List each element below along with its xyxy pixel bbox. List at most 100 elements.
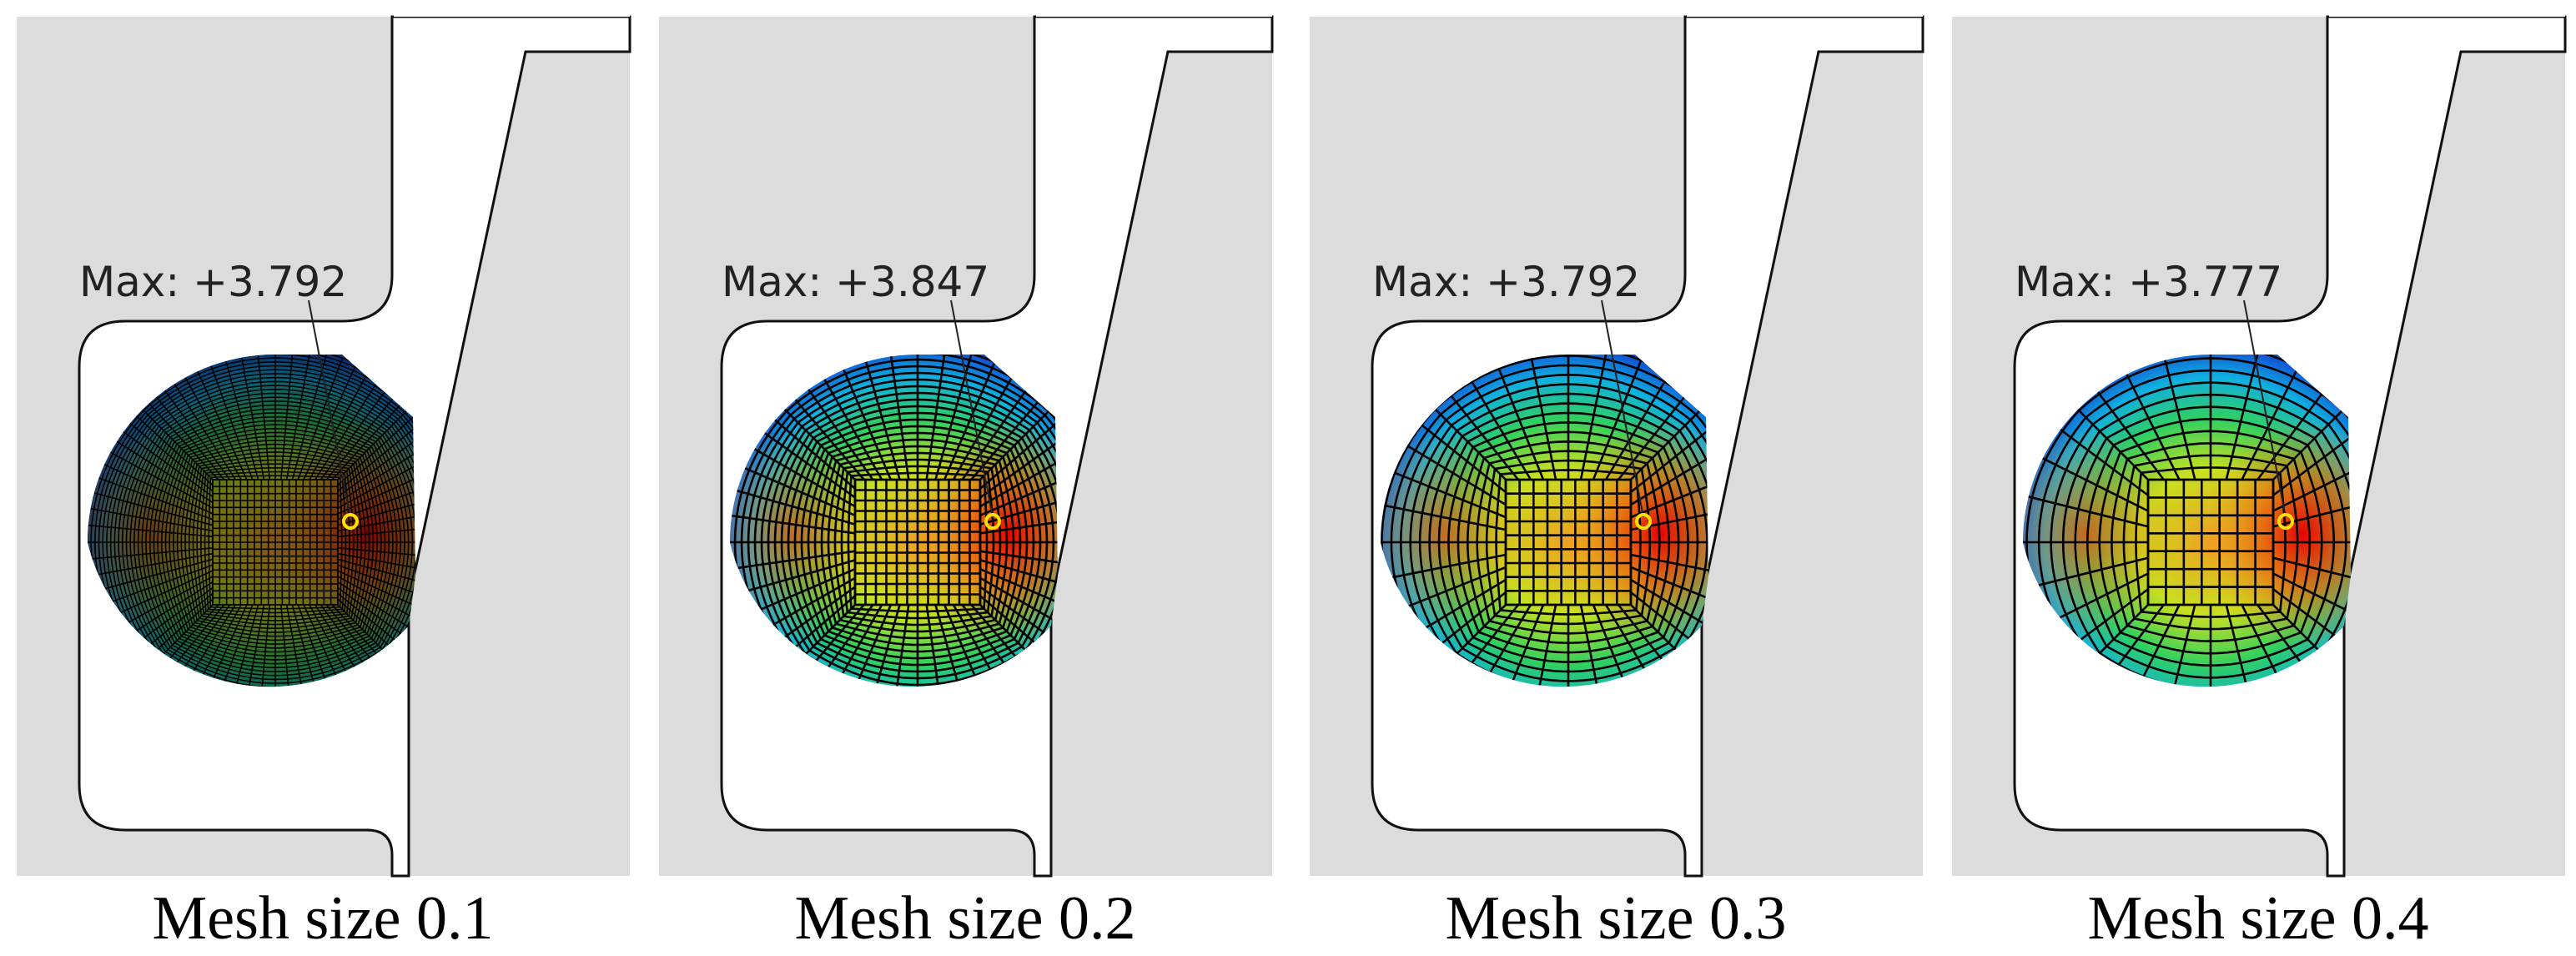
mesh-spoke (1592, 360, 1643, 481)
mesh-spoke (337, 586, 415, 658)
mesh-spoke (730, 550, 856, 571)
mesh-spoke (337, 447, 415, 509)
mesh-spoke (291, 355, 328, 481)
mesh-spoke (863, 355, 901, 481)
mesh-spoke (979, 402, 1058, 481)
mesh-spoke (1630, 468, 1708, 519)
mesh-spoke (979, 567, 1058, 621)
max-label: Max: +3.847 (722, 258, 989, 306)
mesh-spoke (109, 436, 214, 503)
max-label: Max: +3.792 (79, 258, 347, 306)
mesh-spoke (1630, 502, 1708, 531)
mesh-spoke (337, 581, 415, 648)
mesh-spoke (337, 403, 415, 481)
mesh-spoke (303, 604, 357, 687)
mesh-spoke (331, 396, 408, 481)
mesh-spoke (2241, 366, 2300, 481)
leader (950, 299, 994, 518)
mesh-spoke (943, 361, 996, 481)
mesh-spoke (2053, 423, 2149, 496)
max-marker (984, 513, 1001, 530)
mesh-spoke (1466, 373, 1532, 481)
mesh-spoke (297, 357, 344, 481)
mesh-spoke (934, 604, 973, 687)
panel: Max: +3.792 Mesh size 0.3 (1310, 0, 1924, 953)
mesh-spoke (2272, 493, 2351, 528)
mesh-spoke (1386, 468, 1507, 519)
caption: Mesh size 0.4 (2088, 884, 2429, 953)
mesh-spoke (136, 403, 214, 481)
mesh-spoke (888, 355, 910, 481)
mesh-spoke (2272, 556, 2351, 591)
leader (1601, 299, 1644, 518)
mesh-spoke (1604, 373, 1671, 481)
mesh-spoke (116, 426, 214, 498)
mesh-spoke (979, 559, 1058, 597)
mesh-spoke (150, 390, 225, 481)
mesh-spoke (952, 604, 1016, 687)
mesh-spoke (2035, 453, 2149, 512)
mesh-spoke (337, 417, 415, 492)
mesh-spoke (730, 487, 856, 526)
mesh-spoke (1630, 553, 1708, 582)
mesh-spoke (863, 604, 901, 687)
mesh-spoke (337, 474, 415, 521)
mesh-spoke (207, 604, 254, 687)
mesh-spoke (280, 355, 294, 481)
panel: Max: +3.847 Mesh size 0.2 (659, 0, 1274, 953)
mesh-spoke (337, 410, 415, 486)
mesh-spoke (309, 370, 370, 481)
mesh-spoke (730, 513, 856, 535)
mesh-spoke (1528, 604, 1557, 687)
mesh-spoke (1428, 402, 1507, 481)
mesh-spoke (1466, 604, 1532, 687)
top-white (394, 0, 630, 17)
mesh-spoke (1592, 604, 1643, 687)
mesh-spoke (730, 559, 856, 597)
mesh-spoke (1528, 355, 1557, 481)
mesh-spoke (970, 392, 1046, 481)
seal (2023, 355, 2351, 687)
mesh-spoke (925, 604, 947, 687)
mesh-spoke (88, 506, 214, 532)
mesh-spoke (789, 392, 865, 481)
top-white (2329, 0, 2565, 17)
mesh-spoke (90, 474, 214, 521)
mesh-spoke (1579, 355, 1608, 481)
mesh-spoke (1381, 502, 1507, 531)
top-white (1687, 0, 1923, 17)
panel: Max: +3.777 Mesh size 0.4 (1952, 0, 2567, 953)
mesh-spoke (337, 576, 415, 637)
mesh-spoke (2241, 604, 2300, 687)
mesh-spoke (2272, 402, 2351, 481)
mesh-spoke (297, 604, 344, 687)
mesh-spoke (180, 370, 242, 481)
mesh-spoke (129, 410, 214, 486)
mesh-spoke (979, 414, 1058, 490)
mesh-spoke (961, 382, 1033, 481)
mesh-spoke (737, 464, 856, 517)
mesh-spoke (819, 371, 883, 481)
mesh-spoke (159, 383, 231, 481)
panel: Max: +3.792 Mesh size 0.1 (17, 0, 631, 953)
mesh-spoke (2272, 588, 2351, 662)
mesh-spoke (2091, 385, 2165, 481)
mesh-spoke (2272, 572, 2351, 631)
mesh-spoke (194, 604, 248, 687)
max-label: Max: +3.777 (2015, 258, 2282, 306)
hotspot (2202, 417, 2351, 651)
mesh-spoke (285, 355, 311, 481)
mesh-spoke (979, 586, 1058, 657)
seal (88, 355, 415, 687)
mesh-spoke (88, 547, 214, 561)
mesh-spoke (767, 414, 856, 490)
mesh-spoke (1604, 604, 1671, 687)
mesh-spoke (1494, 360, 1545, 481)
mesh-spoke (337, 506, 415, 532)
mesh-spoke (314, 604, 381, 687)
max-marker (1635, 513, 1652, 530)
mesh-spoke (2161, 604, 2196, 687)
max-marker (342, 513, 359, 530)
mesh-spoke (979, 576, 1058, 641)
